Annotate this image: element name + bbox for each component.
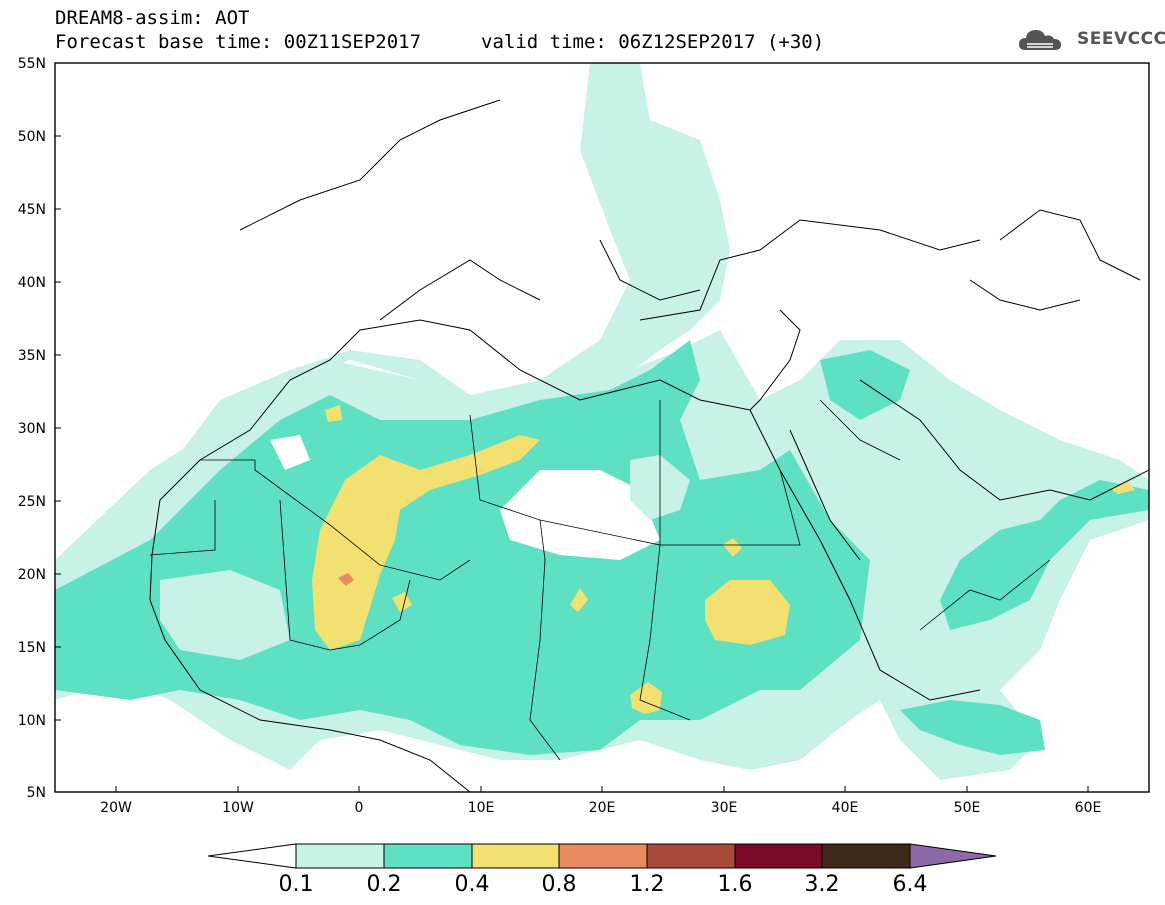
lon-label: 10E [467,800,495,816]
aot-contour-very-high [338,573,354,586]
colorbar-min-arrow [207,843,297,869]
colorbar-label: 1.2 [629,872,665,897]
lon-label: 60E [1074,800,1102,816]
colorbar-label: 1.6 [717,872,753,897]
colorbar-swatch [821,843,911,869]
colorbar-label: 0.4 [454,872,490,897]
aot-contour-high [392,592,412,612]
aot-contour-medium [900,700,1045,755]
aot-contour-high [723,538,742,557]
colorbar-swatch [471,843,560,869]
aot-contour-high [570,588,588,612]
lon-label: 20W [100,800,132,816]
aot-contour-clear [270,435,310,470]
seevccc-logo: SEEVCCC [1017,24,1165,56]
graticule-ticks [55,135,1089,792]
logo-text: SEEVCCC [1077,29,1165,49]
colorbar-label: 0.8 [541,872,577,897]
aot-shading [55,63,1149,792]
lat-label: 50N [17,129,46,145]
aot-contour-high [1110,482,1135,494]
colorbar-label: 0.2 [366,872,402,897]
lat-label: 25N [17,494,46,510]
lat-label: 30N [17,421,46,437]
lat-label: 55N [17,56,46,72]
lon-label: 0 [354,800,364,816]
aot-contour-high [705,580,790,645]
colorbar-swatch [646,843,736,869]
map-frame [54,62,1150,793]
colorbar-swatch [295,843,385,869]
lat-label: 10N [17,713,46,729]
coastlines [149,99,1149,792]
lon-label: 40E [831,800,859,816]
aot-contour-medium [820,350,910,420]
forecast-base-time: Forecast base time: 00Z11SEP2017 [55,31,422,53]
lon-label: 20E [588,800,616,816]
colorbar-label: 6.4 [892,872,928,897]
valid-time: valid time: 06Z12SEP2017 (+30) [481,31,825,53]
aot-contour-medium [940,480,1149,630]
colorbar-swatch [734,843,823,869]
lat-label: 20N [17,567,46,583]
lat-label: 40N [17,275,46,291]
lon-label: 50E [953,800,981,816]
colorbar-swatch [558,843,648,869]
aot-contour-clear [160,570,290,660]
colorbar-swatch [383,843,473,869]
cloud-icon [1019,30,1061,50]
borders [149,399,1051,761]
colorbar [207,843,997,869]
lat-label: 5N [26,785,46,801]
aot-contour-high [325,405,342,422]
aot-contour-high [312,435,540,650]
lon-label: 30E [710,800,738,816]
colorbar-label: 0.1 [278,872,314,897]
lat-label: 15N [17,640,46,656]
colorbar-label: 3.2 [804,872,840,897]
lon-label: 10W [222,800,254,816]
aot-contour-clear [500,470,660,560]
lat-label: 45N [17,202,46,218]
colorbar-max-arrow [909,843,997,869]
map-title: DREAM8-assim: AOT [55,7,250,29]
lat-label: 35N [17,348,46,364]
